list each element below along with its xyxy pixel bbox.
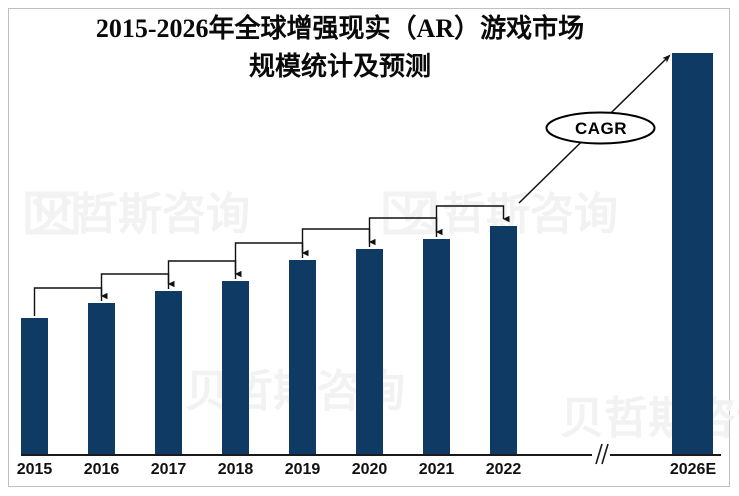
x-tick-2021: 2021 xyxy=(418,461,455,478)
x-axis-line xyxy=(21,454,721,456)
cagr-label: CAGR xyxy=(574,119,628,138)
x-tick-2020: 2020 xyxy=(351,461,388,478)
bar-2018 xyxy=(222,281,249,455)
bar-2026E xyxy=(672,53,713,455)
cagr-ellipse xyxy=(545,111,656,145)
x-tick-2015: 2015 xyxy=(16,461,53,478)
bar-2015 xyxy=(21,318,48,455)
bar-2022 xyxy=(490,226,517,455)
x-tick-2017: 2017 xyxy=(150,461,187,478)
x-tick-2016: 2016 xyxy=(83,461,120,478)
bar-2017 xyxy=(155,291,182,455)
chart-title: 2015-2026年全球增强现实（AR）游戏市场 规模统计及预测 xyxy=(95,14,585,81)
x-tick-2022: 2022 xyxy=(485,461,522,478)
axis-break-icon xyxy=(592,443,610,465)
bar-2020 xyxy=(356,249,383,455)
bar-2019 xyxy=(289,260,316,455)
bar-2016 xyxy=(88,303,115,455)
x-tick-2026E: 2026E xyxy=(669,461,717,478)
x-tick-2019: 2019 xyxy=(284,461,321,478)
bar-2021 xyxy=(423,239,450,455)
x-tick-2018: 2018 xyxy=(217,461,254,478)
